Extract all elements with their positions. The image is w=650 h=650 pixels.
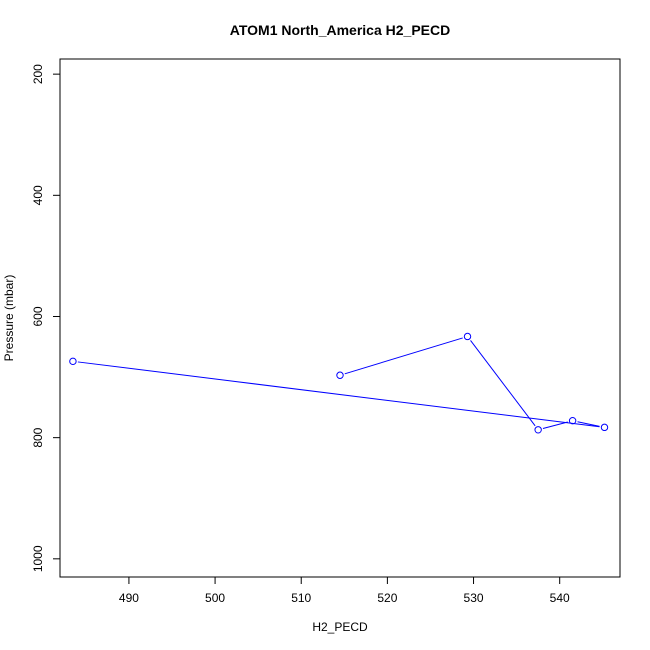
plot-frame: [59, 58, 621, 578]
y-axis: 200 400 600 800 1000: [31, 64, 61, 572]
data-point: [534, 426, 542, 434]
data-point: [568, 416, 577, 425]
x-tick-label: 500: [205, 591, 225, 605]
y-tick-label: 400: [31, 185, 45, 205]
data-point: [336, 371, 344, 379]
series-segment: [542, 421, 568, 429]
data-point: [69, 357, 77, 366]
series-segment: [577, 421, 600, 427]
x-axis-title: H2_PECD: [312, 620, 368, 634]
y-axis-title: Pressure (mbar): [2, 275, 16, 362]
series-segment: [344, 337, 463, 375]
data-point: [600, 423, 609, 432]
data-point: [463, 332, 472, 341]
x-tick-label: 540: [550, 591, 570, 605]
y-tick-label: 1000: [31, 545, 45, 572]
x-tick-label: 530: [464, 591, 484, 605]
series-segment: [77, 361, 600, 428]
chart-title: ATOM1 North_America H2_PECD: [230, 22, 450, 38]
y-tick-label: 600: [31, 306, 45, 326]
y-tick-label: 800: [31, 427, 45, 447]
x-tick-label: 490: [119, 591, 139, 605]
x-tick-label: 520: [377, 591, 397, 605]
x-axis: 490 500 510 520 530 540: [119, 576, 570, 605]
series-segment: [470, 340, 536, 427]
y-tick-label: 200: [31, 64, 45, 84]
x-tick-label: 510: [291, 591, 311, 605]
series-layer: [69, 332, 609, 434]
